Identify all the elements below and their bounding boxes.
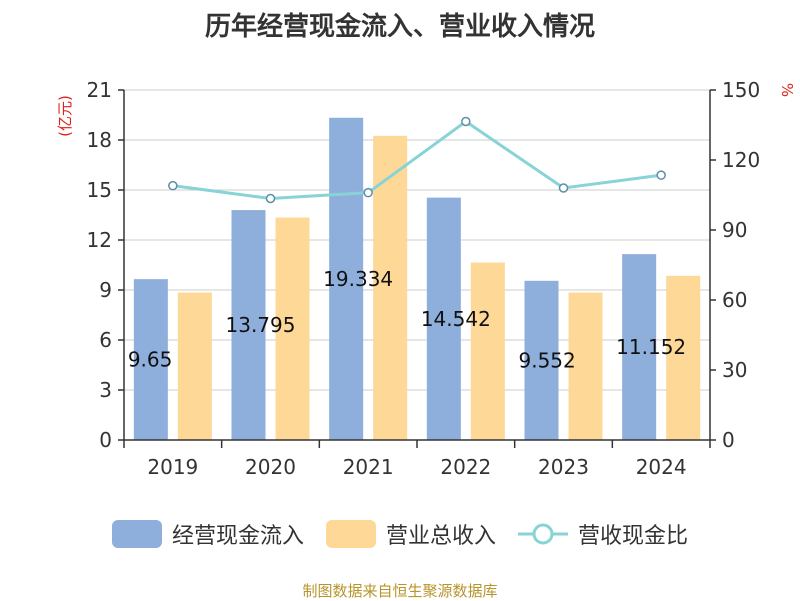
ratio-point: [558, 183, 569, 193]
ratio-point: [461, 116, 471, 127]
chart-title: 历年经营现金流入、营业收入情况: [204, 12, 595, 42]
left-axis-tick-label: 9: [99, 278, 112, 302]
legend-line-marker-icon: [518, 523, 568, 545]
right-axis-tick-label: 0: [722, 428, 735, 452]
source-note: 制图数据来自恒生聚源数据库: [302, 582, 498, 600]
bar-data-label: 19.334: [323, 267, 393, 291]
bar-cash-inflow: [524, 280, 559, 440]
bar-cash-inflow: [231, 210, 266, 440]
legend-item-cash-inflow[interactable]: 经营现金流入: [111, 518, 304, 550]
bar-data-label: 9.65: [128, 348, 173, 372]
bar-revenue: [275, 217, 310, 440]
left-axis-tick-label: 18: [87, 128, 112, 152]
bar-data-label: 11.152: [616, 335, 686, 359]
bar-revenue: [177, 292, 212, 440]
legend-swatch-revenue: [325, 520, 376, 548]
ratio-point: [168, 180, 178, 191]
bar-data-label: 13.795: [226, 313, 296, 337]
ratio-point: [656, 170, 666, 180]
legend-swatch-cash-inflow: [111, 520, 162, 548]
x-axis-tick-label: 2024: [636, 455, 687, 479]
left-axis-tick-label: 6: [99, 328, 112, 352]
x-axis-tick-label: 2020: [245, 455, 296, 479]
bar-cash-inflow: [133, 279, 168, 440]
bar-revenue: [470, 262, 505, 440]
legend-label-revenue: 营业总收入: [385, 524, 496, 549]
right-axis-unit: %: [778, 83, 796, 97]
left-axis-tick-label: 21: [87, 78, 112, 102]
left-axis-tick-label: 15: [87, 178, 112, 202]
bar-cash-inflow: [426, 197, 461, 440]
data-labels: 9.65 13.795 19.334 14.542 9.552 11.152: [128, 267, 686, 373]
x-axis-tick-label: 2022: [440, 455, 491, 479]
x-axis-tick-label: 2019: [147, 455, 198, 479]
ratio-point: [363, 187, 373, 198]
legend-item-ratio[interactable]: 营收现金比: [518, 518, 688, 550]
ratio-line: [168, 116, 666, 204]
right-axis-tick-label: 60: [722, 288, 747, 312]
right-axis-tick-label: 150: [722, 78, 760, 102]
x-axis-tick-label: 2021: [343, 455, 394, 479]
bar-cash-inflow: [622, 254, 657, 440]
grid-lines: [124, 89, 710, 391]
bar-revenue: [568, 292, 603, 440]
bar-data-label: 14.542: [421, 307, 491, 331]
left-axis-tick-label: 0: [99, 428, 112, 452]
right-axis-tick-label: 120: [722, 148, 760, 172]
bars: [133, 117, 701, 441]
x-axis-tick-label: 2023: [538, 455, 589, 479]
legend-label-cash-inflow: 经营现金流入: [171, 524, 304, 549]
right-axis-tick-label: 90: [722, 218, 747, 242]
axes: 0 3 6 9 12 15 18 21 0 30 60 90 120 150 2019 2020 2021 202…: [87, 78, 761, 479]
legend: 经营现金流入 营业总收入 营收现金比: [0, 518, 800, 550]
ratio-polyline: [172, 119, 662, 201]
ratio-point: [265, 193, 276, 204]
left-axis-tick-label: 3: [99, 378, 112, 402]
bar-data-label: 9.552: [519, 348, 576, 372]
left-axis-unit: (亿元): [56, 95, 74, 137]
right-axis-tick-label: 30: [722, 358, 747, 382]
legend-label-ratio: 营收现金比: [578, 524, 689, 549]
left-axis-tick-label: 12: [87, 228, 112, 252]
bar-revenue: [666, 275, 701, 440]
bar-cash-inflow: [329, 117, 364, 441]
legend-item-revenue[interactable]: 营业总收入: [325, 518, 496, 550]
